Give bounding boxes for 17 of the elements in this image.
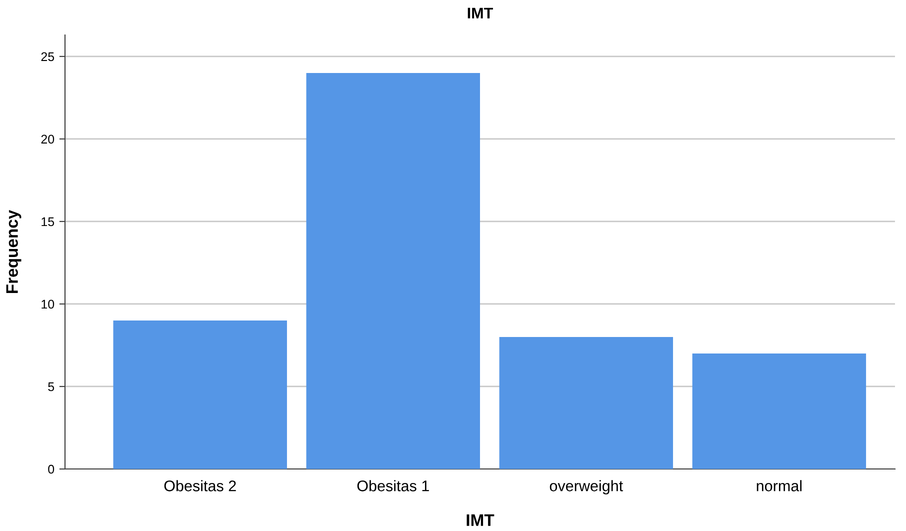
- y-tick-label: 15: [42, 217, 54, 226]
- bar: [113, 320, 287, 469]
- y-tick-label: 5: [48, 382, 54, 392]
- y-tick-label: 10: [42, 300, 54, 309]
- x-tick-label: Obesitas 2: [164, 480, 236, 492]
- bar: [306, 72, 480, 469]
- x-tick-label: normal: [756, 480, 802, 492]
- bar: [499, 336, 674, 469]
- bar: [692, 353, 866, 469]
- y-tick-label: 20: [41, 134, 54, 144]
- x-tick-label: Obesitas 1: [357, 480, 429, 492]
- y-axis-title: Frequency: [6, 210, 22, 294]
- x-axis-title: IMT: [466, 514, 494, 526]
- chart-title: IMT: [468, 8, 493, 18]
- y-tick-label: 0: [48, 464, 54, 474]
- y-tick-label: 25: [41, 52, 54, 62]
- x-tick-label: overweight: [550, 480, 623, 494]
